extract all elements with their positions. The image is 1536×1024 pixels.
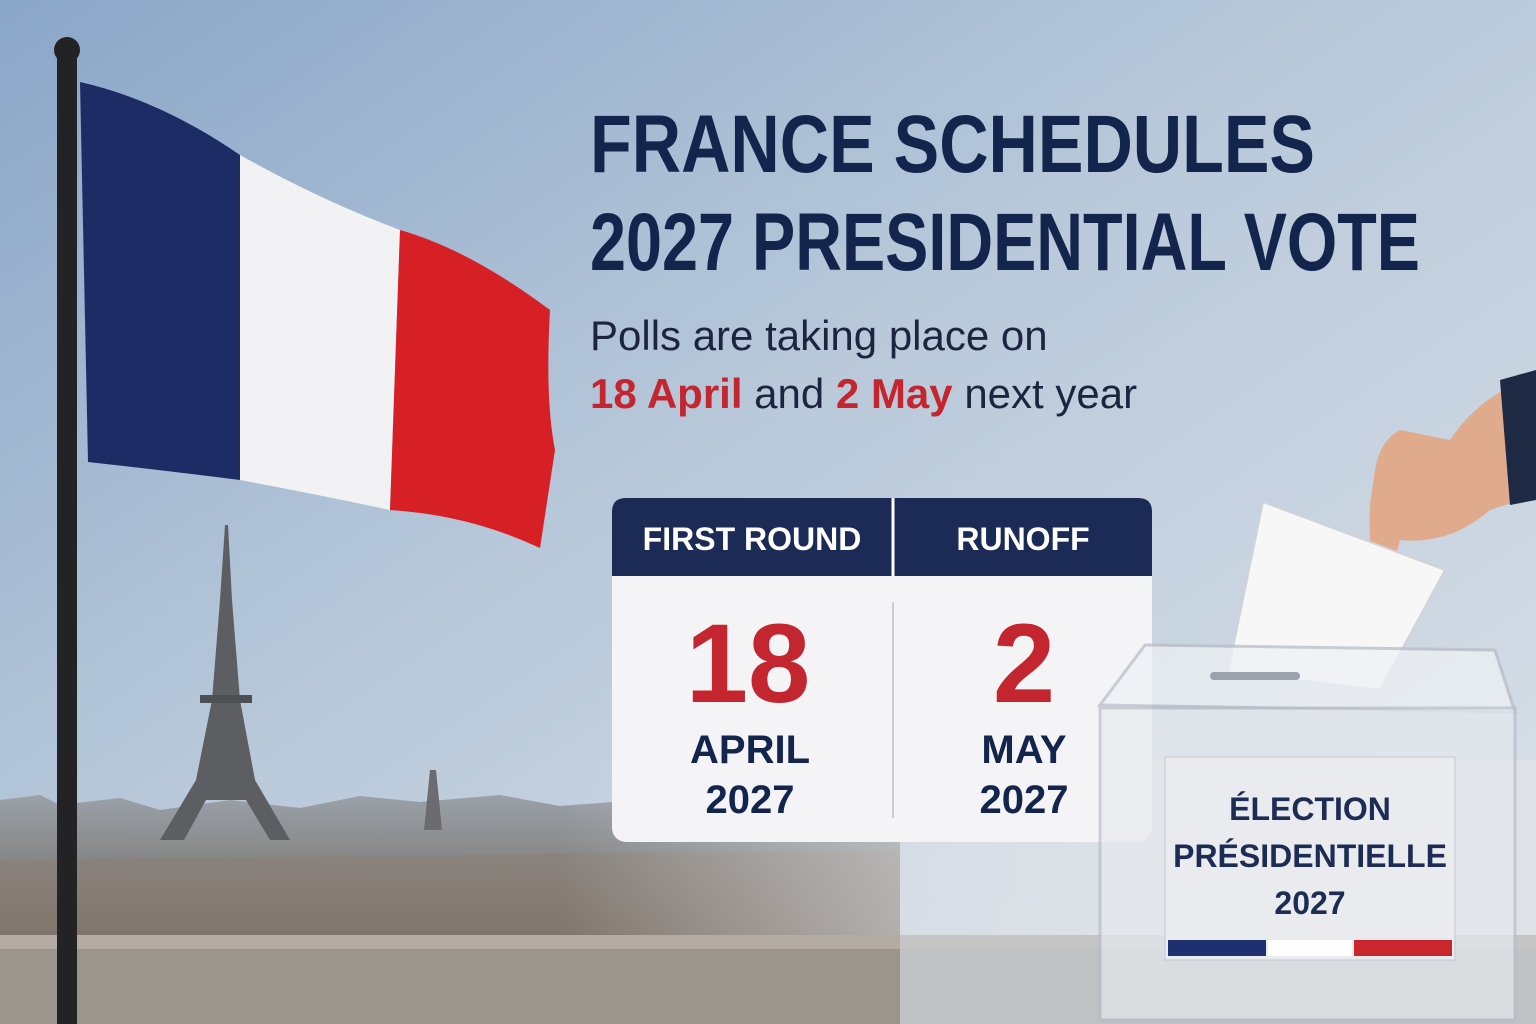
stripe-white: [1268, 940, 1352, 956]
round-year: 2027: [706, 778, 795, 822]
flag-pole: [57, 55, 77, 1024]
headline: FRANCE SCHEDULES: [590, 99, 1315, 190]
subtitle: Polls are taking place on: [590, 312, 1048, 359]
pole-finial: [54, 37, 80, 63]
card-header: [612, 498, 1152, 576]
box-slot: [1210, 672, 1300, 680]
date-highlight: 18 April: [590, 370, 743, 417]
date-highlight: 2 May: [836, 370, 953, 417]
schedule-card: [612, 498, 1152, 842]
box-label-text: ÉLECTION: [1229, 791, 1391, 827]
round-month: APRIL: [690, 728, 810, 772]
round-month: MAY: [981, 728, 1067, 772]
stripe-blue: [1168, 940, 1266, 956]
sleeve: [1500, 370, 1536, 505]
subtitle-text: and: [754, 370, 824, 417]
round-day: 18: [686, 601, 811, 726]
flag-red: [390, 230, 555, 548]
headline: 2027 PRESIDENTIAL VOTE: [590, 197, 1420, 288]
box-label-text: 2027: [1274, 885, 1345, 921]
round-label: RUNOFF: [956, 521, 1089, 557]
round-year: 2027: [980, 778, 1069, 822]
box-label-text: PRÉSIDENTIELLE: [1173, 838, 1447, 874]
subtitle-text: next year: [964, 370, 1137, 417]
subtitle: 18 April and 2 May next year: [590, 370, 1137, 417]
spire: [424, 770, 442, 830]
box-lid: [1097, 643, 1518, 714]
round-label: FIRST ROUND: [643, 521, 862, 557]
round-day: 2: [993, 601, 1055, 726]
tower-deck: [200, 695, 252, 703]
hand: [1369, 385, 1536, 576]
flag-white: [240, 155, 400, 510]
stripe-red: [1354, 940, 1452, 956]
box-label: [1164, 756, 1456, 961]
eiffel-tower: [160, 525, 290, 840]
flag-blue: [80, 82, 240, 480]
